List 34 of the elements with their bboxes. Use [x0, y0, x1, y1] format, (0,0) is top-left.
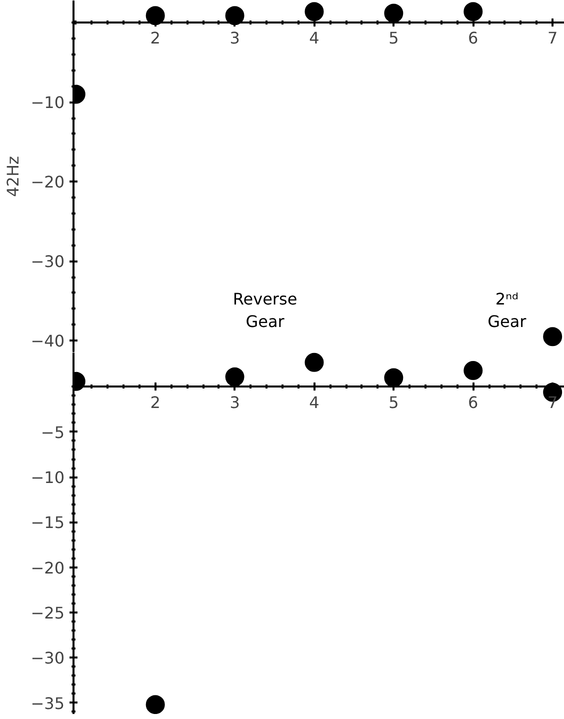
y-tick-label: −10	[30, 93, 64, 112]
point	[146, 695, 165, 714]
y-tick-label: −15	[30, 513, 64, 532]
y-tick-label: −30	[30, 648, 64, 668]
y-tick-label: −20	[30, 172, 64, 192]
annotation: Reverse Gear	[232, 289, 298, 332]
point	[464, 2, 483, 22]
point	[304, 352, 324, 372]
point	[384, 4, 404, 23]
x-tick-label: 3	[230, 392, 240, 412]
point	[464, 361, 483, 380]
x-tick-label: 6	[468, 28, 478, 48]
x-tick-label: 5	[388, 392, 399, 412]
y-axis-title: 42Hz	[4, 156, 23, 197]
y-tick-label: −10	[30, 468, 64, 488]
y-tick-label: −35	[30, 694, 64, 713]
annotation: 2ⁿᵈ Gear	[488, 289, 527, 332]
y-tick-label: −25	[30, 603, 64, 622]
x-tick-label: 2	[150, 392, 160, 412]
x-tick-label: 3	[230, 28, 240, 48]
x-tick-label: 6	[468, 392, 478, 412]
y-tick-label: −30	[30, 252, 64, 272]
y-tick-label: −5	[40, 422, 65, 442]
x-tick-label: 7	[547, 28, 558, 48]
point	[543, 327, 562, 346]
y-tick-label: −20	[30, 558, 64, 578]
point	[304, 2, 324, 22]
x-tick-label: 5	[388, 28, 399, 48]
point	[225, 367, 244, 386]
x-tick-label: 2	[150, 28, 160, 48]
x-tick-label: 4	[309, 28, 320, 48]
x-tick-label: 4	[309, 392, 320, 412]
point	[384, 368, 404, 388]
y-tick-label: −40	[30, 332, 64, 351]
